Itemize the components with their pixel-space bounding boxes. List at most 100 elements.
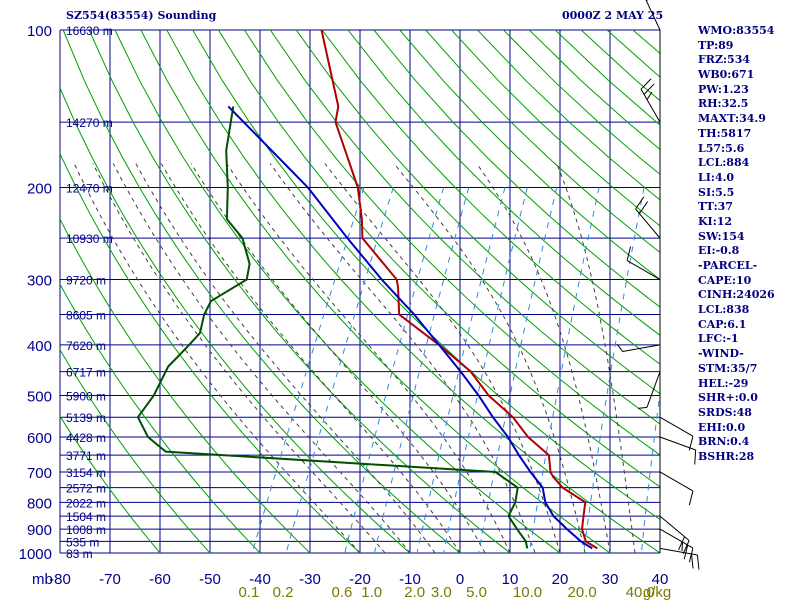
mixing-ratio-line (583, 187, 645, 553)
dry-adiabat-line (399, 30, 660, 281)
temp-tick-label: -40 (249, 571, 271, 588)
temp-tick-label: -10 (399, 571, 421, 588)
dry-adiabat-line (243, 30, 660, 456)
wind-barb-feather (638, 406, 648, 409)
dry-adiabats (60, 30, 660, 553)
height-label: 5900 m (66, 390, 106, 404)
wind-barb (659, 515, 690, 555)
wind-barb (635, 196, 661, 239)
mixing-ratio-lines (251, 187, 660, 553)
stat-row: MAXT:34.9 (698, 112, 766, 126)
mixing-ratio-label: 0.6 (332, 584, 353, 600)
stat-row: CAP:6.1 (698, 317, 747, 331)
dry-adiabat-line (166, 30, 660, 553)
height-label: 2022 m (66, 496, 106, 510)
wind-barb (640, 78, 661, 123)
dry-adiabat-line (88, 30, 511, 553)
stat-row: BSHR:28 (698, 449, 755, 463)
stat-row: EHI:0.0 (698, 420, 746, 434)
height-label: 8605 m (66, 309, 106, 323)
mixing-ratio-label: 40.0 (626, 584, 655, 600)
wind-barb-feather (626, 246, 632, 261)
wind-barb (626, 246, 661, 280)
stat-row: HEL:-29 (698, 376, 749, 390)
stat-row: SRDS:48 (698, 405, 752, 419)
pressure-tick-label: 700 (27, 465, 52, 482)
wind-barb-shaft (659, 471, 694, 492)
stat-row: TP:89 (698, 38, 734, 52)
dry-adiabat-line (425, 30, 660, 254)
stat-row: RH:32.5 (698, 97, 749, 111)
height-label: 83 m (66, 547, 93, 561)
stat-row: EI:-0.8 (698, 244, 740, 258)
moist-adiabat-line (112, 163, 411, 553)
dry-adiabat-line (140, 30, 611, 553)
moist-adiabat-line (92, 163, 386, 553)
wind-barb-shaft (659, 436, 696, 451)
sounding-time: 0000Z 2 MAY 25 (562, 9, 664, 22)
wind-barb-feather (683, 544, 689, 560)
wind-barb (616, 343, 661, 352)
profile-lines (136, 30, 598, 550)
mixing-ratio-label: 10.0 (513, 584, 542, 600)
stat-row: CINH:24026 (698, 288, 775, 302)
stat-row: STM:35/7 (698, 361, 758, 375)
wind-barb-shaft (626, 260, 661, 280)
wind-barb-feather (696, 554, 700, 570)
pressure-tick-label: 200 (27, 180, 52, 197)
dry-adiabat-line (321, 30, 660, 365)
mixing-ratio-line (528, 187, 600, 553)
station-title: SZ554(83554) Sounding (66, 9, 217, 22)
wind-barb (645, 0, 661, 31)
height-label: 1008 m (66, 523, 106, 537)
dry-adiabat-line (60, 152, 361, 553)
dry-adiabat-line (218, 30, 660, 488)
wind-barb-feather (681, 542, 684, 552)
wind-barb-feather (643, 83, 655, 95)
height-label: 14270 m (66, 116, 113, 130)
axis-labels: -80 -70 -60 -50 -40 -30 -20 -10 0 10 20 30 40 16630 m… (19, 23, 672, 600)
dry-adiabat-line (60, 217, 311, 553)
height-label: 4428 m (66, 431, 106, 445)
height-label: 1504 m (66, 510, 106, 524)
mixing-ratio-label: 5.0 (466, 584, 487, 600)
height-label: 2572 m (66, 482, 106, 496)
moist-adiabat-line (135, 163, 436, 553)
pressure-tick-label: 500 (27, 389, 52, 406)
height-label: 535 m (66, 535, 99, 549)
pressure-tick-label: 900 (27, 522, 52, 539)
stat-row: -PARCEL- (698, 259, 758, 272)
mixing-ratio-label: 0.1 (238, 584, 259, 600)
stat-row: WB0:671 (698, 68, 755, 82)
wind-barb (659, 547, 700, 570)
dry-adiabat-line (269, 30, 660, 425)
wind-barb-shaft (659, 528, 694, 549)
mixing-ratio-label: 2.0 (404, 584, 425, 600)
wind-barb-feather (639, 201, 648, 214)
moist-adiabat-line (190, 163, 486, 553)
wind-barb (659, 436, 697, 465)
dry-adiabat-line (60, 283, 261, 553)
temp-tick-label: 0 (456, 571, 464, 588)
wind-barb (659, 416, 694, 451)
temp-tick-label: 40 (652, 571, 669, 588)
temp-tick-label: 10 (502, 571, 519, 588)
mixing-ratio-line (344, 187, 445, 553)
mixing-ratio-label: 1.0 (361, 584, 382, 600)
mixing-ratio-line (478, 187, 558, 553)
moist-adiabat-line (73, 163, 361, 553)
stat-row: TT:37 (698, 200, 733, 214)
pressure-tick-label: 1000 (19, 546, 52, 563)
moist-adiabat-line (324, 163, 561, 553)
moist-adiabat-line (269, 163, 536, 553)
wind-barb-shaft (659, 547, 698, 556)
dry-adiabat-line (62, 30, 461, 553)
height-label: 3771 m (66, 449, 106, 463)
wind-barb-shaft (645, 0, 661, 31)
mixing-ratio-unit: g/kg (643, 584, 671, 600)
height-label: 12470 m (66, 181, 113, 195)
temp-tick-label: -60 (149, 571, 171, 588)
mixing-ratio-label: 0.2 (273, 584, 294, 600)
temp-tick-label: 30 (602, 571, 619, 588)
temp-tick-label: -20 (349, 571, 371, 588)
